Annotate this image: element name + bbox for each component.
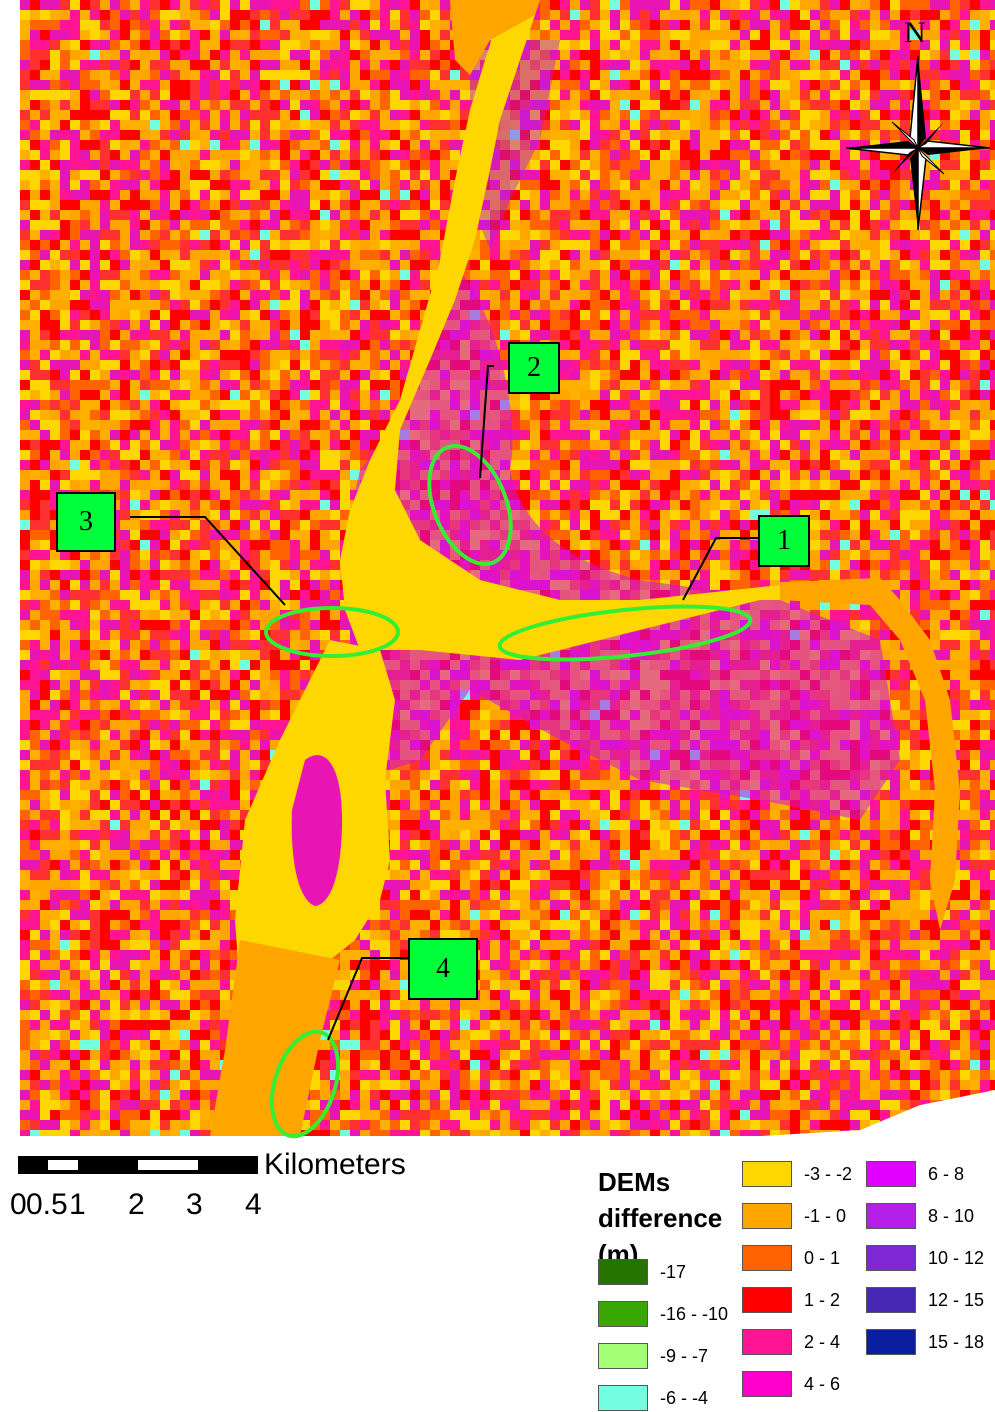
legend-label: -1 - 0 (804, 1205, 847, 1226)
legend-label: 15 - 18 (928, 1331, 985, 1352)
callout-1: 1 (758, 515, 810, 567)
legend-label: 2 - 4 (804, 1331, 841, 1352)
legend-swatch (742, 1287, 792, 1313)
legend-label: -3 - -2 (804, 1163, 853, 1184)
leader-line-3 (130, 516, 286, 606)
legend-label: 4 - 6 (804, 1373, 841, 1394)
legend-label: -17 (660, 1261, 687, 1282)
legend-item: 0 - 1 (742, 1244, 840, 1272)
legend-swatch (598, 1385, 648, 1411)
legend-swatch (866, 1161, 916, 1187)
tributary-east (780, 578, 960, 930)
scale-tick-0-5: 0.5 (26, 1188, 68, 1221)
legend-item: 10 - 12 (866, 1244, 984, 1272)
legend-item: -6 - -4 (598, 1384, 708, 1412)
legend-label: 0 - 1 (804, 1247, 841, 1268)
legend-swatch (742, 1245, 792, 1271)
river-upper-orange (450, 0, 540, 75)
north-label: N (904, 16, 926, 49)
legend-swatch (866, 1329, 916, 1355)
callout-2: 2 (508, 342, 560, 394)
legend-label: 6 - 8 (928, 1163, 965, 1184)
legend-label: 12 - 15 (928, 1289, 985, 1310)
legend-title: DEMs difference (m) (598, 1167, 723, 1269)
river-channel (340, 0, 780, 660)
scale-tick-2: 2 (128, 1188, 145, 1221)
legend-swatch (742, 1371, 792, 1397)
legend-item: -16 - -10 (598, 1300, 728, 1328)
river-lower-orange (210, 940, 340, 1136)
legend-item: -1 - 0 (742, 1202, 846, 1230)
legend-label: 1 - 2 (804, 1289, 841, 1310)
legend-swatch (742, 1161, 792, 1187)
scale-tick-0: 0 (10, 1188, 27, 1221)
leader-line-4 (327, 957, 408, 1041)
callout-4: 4 (408, 938, 478, 1000)
legend-label: 8 - 10 (928, 1205, 975, 1226)
legend-item: 1 - 2 (742, 1286, 840, 1314)
scale-unit-label: Kilometers (264, 1148, 406, 1181)
river-island (291, 755, 342, 906)
legend-item: 8 - 10 (866, 1202, 974, 1230)
legend-swatch (742, 1329, 792, 1355)
legend-item: 2 - 4 (742, 1328, 840, 1356)
scale-tick-1: 1 (69, 1188, 86, 1221)
legend-item: 12 - 15 (866, 1286, 984, 1314)
legend-swatch (598, 1343, 648, 1369)
legend-label: -16 - -10 (660, 1303, 729, 1324)
legend-item: -9 - -7 (598, 1342, 708, 1370)
highlight-ellipse-1 (497, 604, 753, 662)
legend-swatch (598, 1301, 648, 1327)
scale-bar (18, 1156, 258, 1174)
leader-line-2 (479, 365, 494, 479)
legend-item: -3 - -2 (742, 1160, 852, 1188)
legend-item: 15 - 18 (866, 1328, 984, 1356)
legend-swatch (866, 1203, 916, 1229)
legend-swatch (598, 1259, 648, 1285)
legend-label: -9 - -7 (660, 1345, 709, 1366)
scale-tick-4: 4 (245, 1188, 262, 1221)
legend-item: 4 - 6 (742, 1370, 840, 1398)
legend-label: -6 - -4 (660, 1387, 709, 1408)
highlight-ellipse-4 (269, 1029, 341, 1139)
legend-swatch (742, 1203, 792, 1229)
dem-difference-map (20, 0, 995, 1139)
scale-tick-3: 3 (186, 1188, 203, 1221)
callout-3: 3 (56, 492, 116, 552)
purple-zone-center (340, 250, 900, 820)
north-arrow-icon (845, 55, 991, 231)
legend-item: 6 - 8 (866, 1160, 964, 1188)
legend-item: -17 (598, 1258, 686, 1286)
legend-swatch (866, 1287, 916, 1313)
legend-label: 10 - 12 (928, 1247, 985, 1268)
leader-line-1 (682, 537, 758, 601)
highlight-ellipse-2 (427, 443, 513, 567)
highlight-ellipse-3 (264, 606, 400, 658)
legend-swatch (866, 1245, 916, 1271)
